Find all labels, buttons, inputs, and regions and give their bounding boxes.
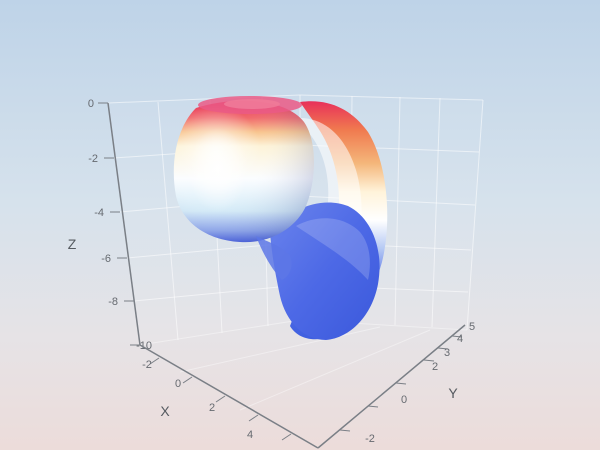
z-tick-label: -6 — [101, 253, 111, 265]
z-axis: 0 -2 -4 -6 -8 -10 Z — [68, 98, 152, 352]
z-tick-label: -4 — [94, 207, 104, 219]
x-tick-label: -2 — [142, 359, 152, 371]
x-axis-ticks — [149, 357, 292, 441]
y-tick-label: 0 — [401, 394, 407, 406]
surface-blue-tail — [270, 202, 380, 340]
surface-neck — [256, 236, 292, 280]
x-tick-label: 2 — [209, 402, 215, 414]
x-tick-label: 4 — [247, 429, 253, 441]
floor-grid — [139, 319, 468, 411]
y-tick-label: -2 — [365, 433, 375, 445]
y-tick-label: 3 — [444, 347, 450, 359]
z-axis-ticks — [98, 102, 140, 346]
y-tick-label: 5 — [469, 321, 475, 333]
y-axis-title: Y — [448, 385, 458, 401]
surface — [173, 96, 388, 340]
x-tick-label: 0 — [175, 378, 181, 390]
y-axis: -2 0 2 3 4 5 Y — [317, 321, 475, 449]
surface-specular-highlight — [188, 128, 248, 212]
x-axis: -2 0 2 4 X — [139, 344, 319, 449]
z-tick-label: 0 — [88, 98, 94, 110]
surface-top-rim-inner — [224, 99, 280, 109]
z-axis-title: Z — [68, 236, 77, 252]
x-axis-title: X — [160, 403, 170, 419]
z-tick-label: -2 — [88, 153, 98, 165]
surface-tail-highlight — [296, 218, 370, 280]
y-axis-ticks — [339, 335, 463, 432]
z-tick-label: -8 — [108, 296, 118, 308]
y-tick-label: 4 — [457, 333, 463, 345]
y-tick-label: 2 — [432, 361, 438, 373]
